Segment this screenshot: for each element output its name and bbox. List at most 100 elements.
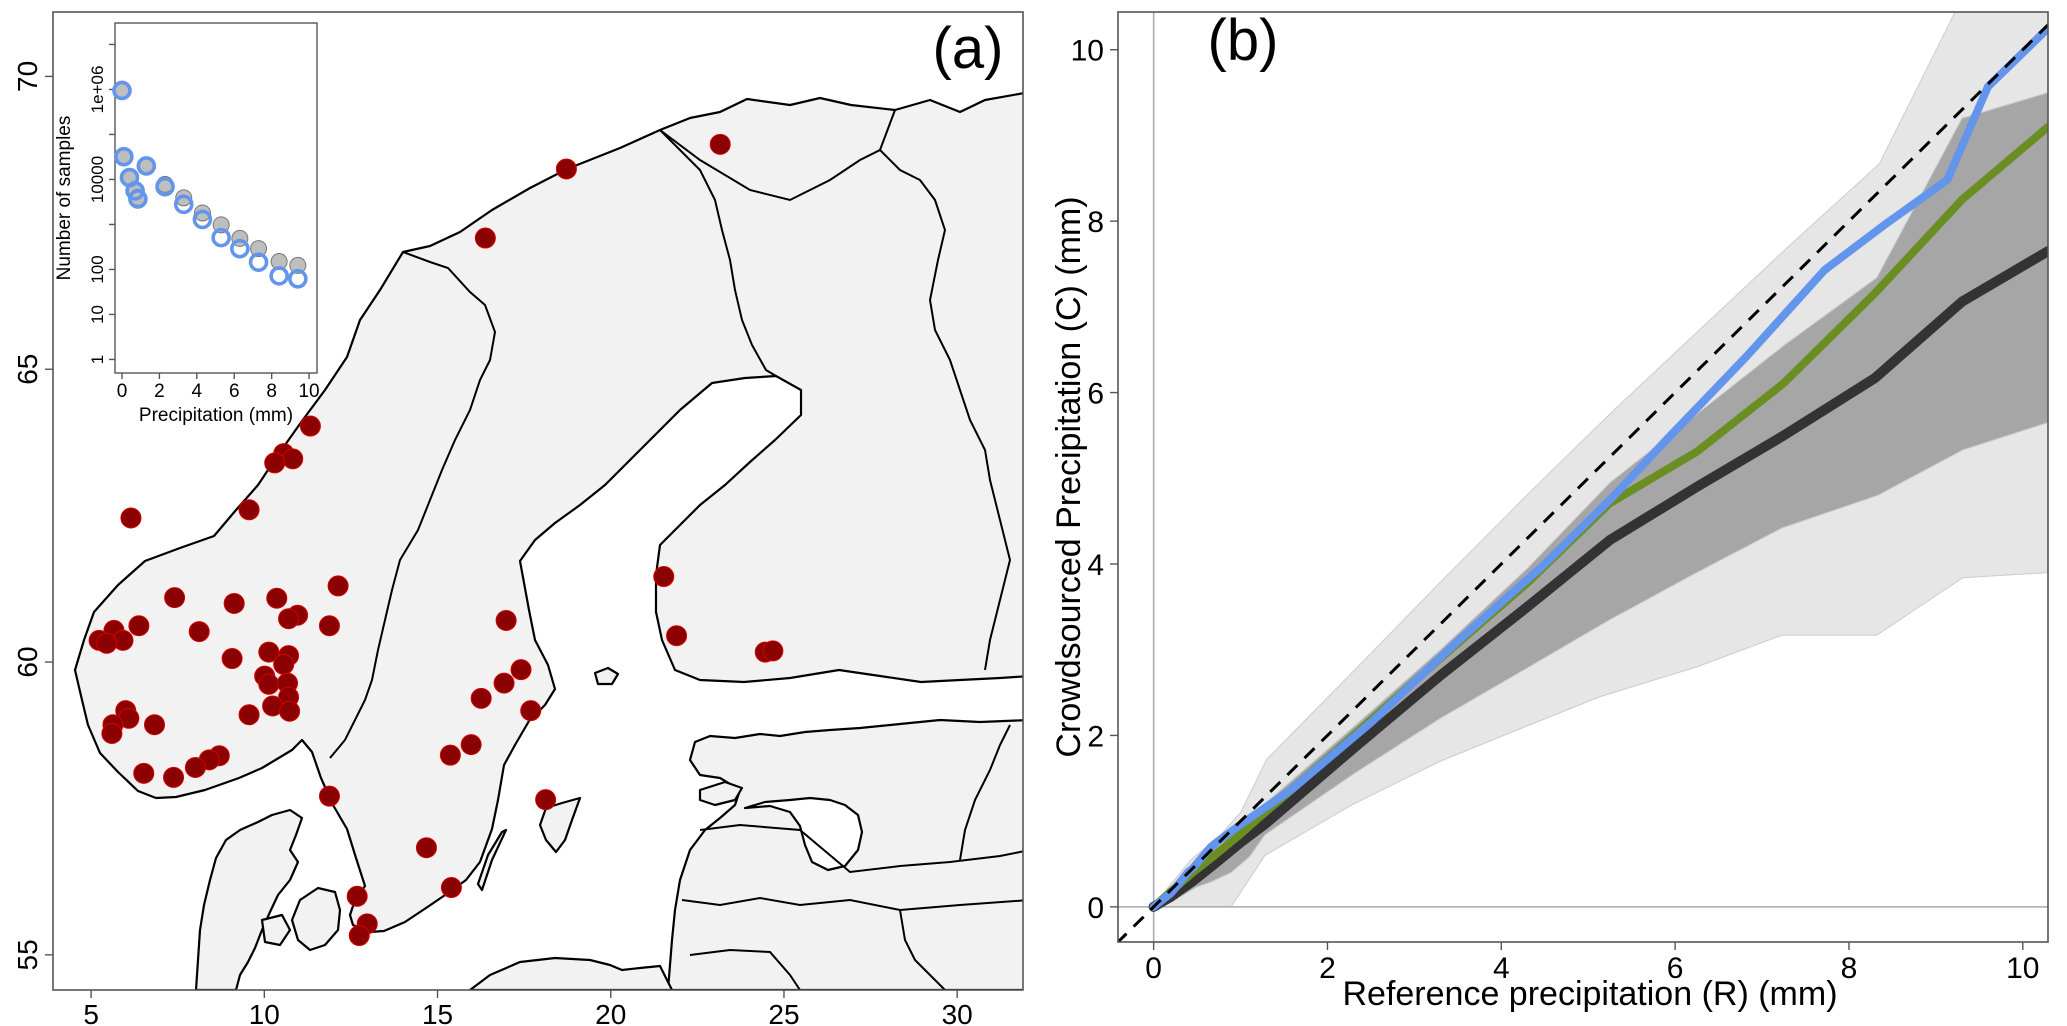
sweden-finland-border <box>659 129 777 377</box>
inset-frame <box>114 22 318 374</box>
inset-point-reference <box>250 240 268 258</box>
y-tick-label: 8 <box>1087 206 1104 239</box>
inset-y-tick-label: 10 <box>88 305 107 324</box>
map-x-tick-label: 25 <box>768 999 799 1026</box>
inset-point-crowdsourced <box>155 176 175 197</box>
inset-point-crowdsourced <box>248 252 269 272</box>
station-marker <box>223 592 245 614</box>
series-line-median <box>1148 246 2048 912</box>
zealand-island <box>290 886 342 952</box>
y-tick-label: 4 <box>1087 549 1104 582</box>
station-marker <box>440 877 462 899</box>
station-marker <box>555 158 577 180</box>
inset-x-tick-label: 2 <box>154 381 165 402</box>
inset-points <box>112 80 308 289</box>
inset-y-tick-label: 10000 <box>88 156 107 203</box>
inset-point-crowdsourced <box>269 266 289 286</box>
station-marker <box>282 448 304 470</box>
station-marker <box>535 789 557 811</box>
map-geography <box>73 92 1023 990</box>
plot-frame <box>1117 11 2049 943</box>
map-x-tick-label: 5 <box>83 999 99 1026</box>
station-marker <box>520 700 542 722</box>
station-marker <box>346 885 368 907</box>
map-x-tick-label: 30 <box>942 999 973 1026</box>
station-marker <box>474 227 496 249</box>
inset-x-tick-label: 0 <box>117 381 128 402</box>
station-marker <box>144 714 166 736</box>
inset-y-axis-label: Number of samples <box>54 116 75 281</box>
inset-x-axis-label: Precipitation (mm) <box>139 405 293 426</box>
station-marker <box>96 632 118 654</box>
station-marker <box>460 734 482 756</box>
station-marker <box>128 615 150 637</box>
y-tick-label: 2 <box>1087 720 1104 753</box>
station-marker <box>666 625 688 647</box>
station-marker <box>273 653 295 675</box>
inset-point-crowdsourced <box>112 80 132 101</box>
reference-line-one-to-one <box>1118 22 2048 942</box>
station-marker <box>439 744 461 766</box>
norway-sweden-border <box>329 251 497 759</box>
inset-point-crowdsourced <box>192 209 213 230</box>
map-y-tick-label: 70 <box>12 61 43 92</box>
station-marker <box>327 575 349 597</box>
gotland-island <box>538 796 582 854</box>
funen-island <box>260 913 292 947</box>
map-x-tick-label: 15 <box>422 999 453 1026</box>
sample-count-inset: 0 2 4 6 8 10 1 10 100 10000 1e+06 Precipitation (m… <box>54 22 320 426</box>
panel-a-label: (a) <box>933 16 1004 81</box>
reference-lines <box>1118 12 2048 942</box>
inset-x-tick-label: 4 <box>192 381 203 402</box>
belarus-border <box>899 909 946 990</box>
panel-b-label: (b) <box>1208 8 1279 73</box>
oland-island <box>476 828 508 892</box>
x-axis-label: Reference precipitation (R) (mm) <box>1342 975 1837 1013</box>
station-marker <box>318 615 340 637</box>
estonian-islands <box>698 780 744 807</box>
station-marker <box>348 925 370 947</box>
map-y-tick-label: 55 <box>12 939 43 970</box>
station-marker <box>264 452 286 474</box>
x-tick-label: 10 <box>2006 952 2039 985</box>
station-marker <box>238 704 260 726</box>
station-marker <box>653 566 675 588</box>
map-x-axis: 5 10 15 20 25 30 <box>83 990 973 1026</box>
map-x-tick-label: 10 <box>249 999 280 1026</box>
inset-axes: 0 2 4 6 8 10 1 10 100 10000 1e+06 <box>88 43 320 402</box>
station-marker <box>493 672 515 694</box>
x-tick-label: 8 <box>1841 952 1858 985</box>
station-marker <box>164 587 186 609</box>
station-marker <box>163 766 185 788</box>
x-tick-label: 6 <box>1667 952 1684 985</box>
inset-point-crowdsourced <box>211 227 231 248</box>
inset-point-crowdsourced <box>288 269 308 289</box>
inset-x-tick-label: 10 <box>298 381 319 402</box>
inset-y-tick-label: 1e+06 <box>88 66 107 114</box>
station-marker <box>495 609 517 631</box>
lithuania-border-south <box>689 948 801 990</box>
panel-a-map: 5 10 15 20 25 30 55 60 65 70 (a) 0 2 4 6 8 10 1 10 100 10… <box>12 11 1024 1026</box>
inset-point-crowdsourced <box>114 146 134 167</box>
station-marker <box>318 785 340 807</box>
station-marker <box>415 837 437 859</box>
x-tick-label: 4 <box>1493 952 1510 985</box>
panel-b-chart: 0 2 4 6 8 10 0 2 4 6 8 10 Reference precipitation … <box>1050 8 2049 1013</box>
station-marker <box>510 659 532 681</box>
inset-x-tick-label: 8 <box>266 381 277 402</box>
denmark-landmass <box>194 808 304 990</box>
southern-coast-landmass <box>468 956 674 990</box>
station-marker <box>184 756 206 778</box>
y-tick-label: 10 <box>1071 35 1104 68</box>
map-y-tick-label: 65 <box>12 354 43 385</box>
latvia-lithuania-border <box>681 896 1023 912</box>
station-marker <box>762 640 784 662</box>
station-marker <box>101 722 123 744</box>
y-tick-label: 6 <box>1087 378 1104 411</box>
station-marker <box>278 608 300 630</box>
station-marker <box>188 621 210 643</box>
russia-border-east <box>959 724 1011 861</box>
inset-y-tick-label: 1 <box>88 355 107 364</box>
inset-x-tick-label: 6 <box>229 381 240 402</box>
